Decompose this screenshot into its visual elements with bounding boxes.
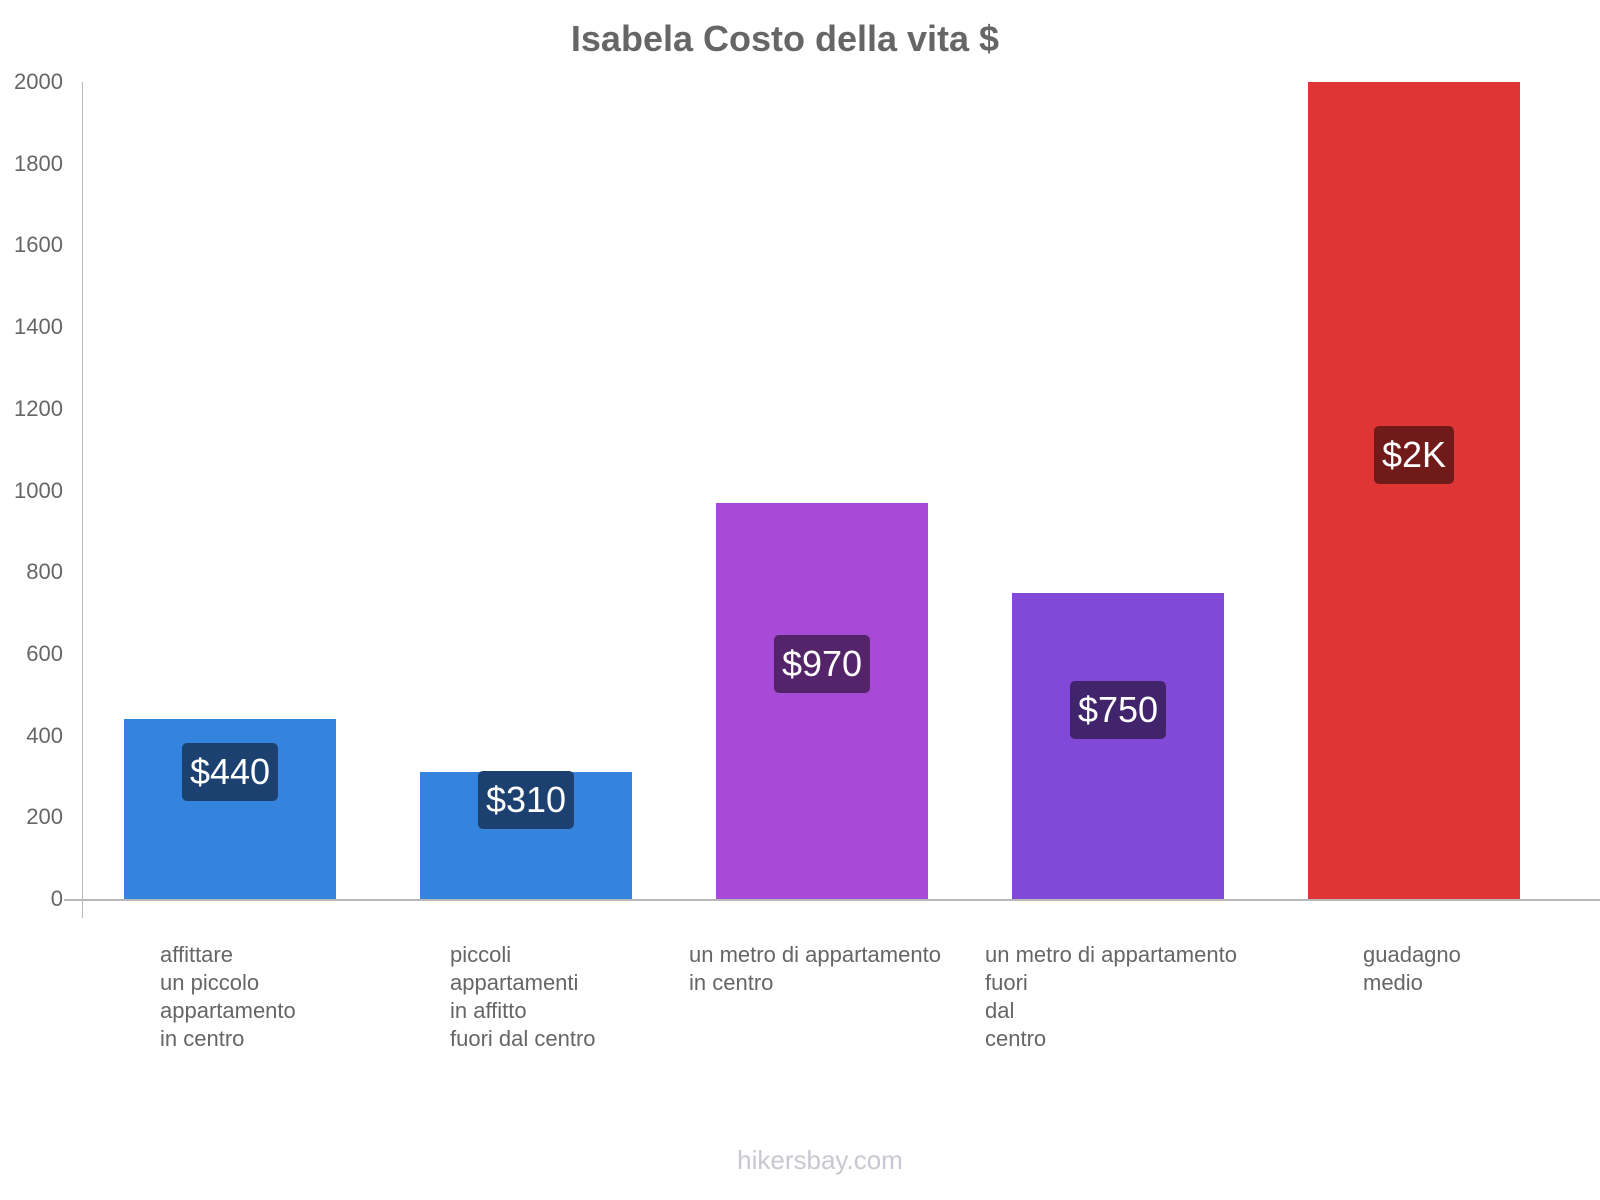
y-tick-label: 1200 — [14, 395, 63, 421]
y-tick-label: 0 — [50, 886, 63, 911]
x-axis — [64, 899, 1600, 901]
y-axis — [82, 82, 83, 918]
bar-value-label: $750 — [1069, 681, 1167, 739]
y-tick-label: 200 — [26, 804, 63, 830]
x-axis-category-label: un metro di appartamento in centro — [689, 941, 941, 997]
category-label-line: dal — [985, 998, 1015, 1023]
category-label-line: in centro — [160, 1026, 245, 1051]
bar-value-label: $440 — [181, 742, 279, 801]
category-label-line: fuori dal centro — [450, 1026, 596, 1051]
bar-value-label: $2K — [1373, 426, 1455, 484]
category-label-line: un metro di appartamento — [689, 942, 941, 967]
bar[interactable]: $440 — [124, 719, 336, 899]
x-axis-category-label: guadagno medio — [1363, 941, 1461, 997]
category-label-line: in centro — [689, 970, 774, 995]
category-label-line: centro — [985, 1026, 1047, 1051]
category-label-line: un piccolo — [160, 970, 260, 995]
x-axis-category-label: un metro di appartamento fuori dal centro — [985, 941, 1237, 1053]
bar[interactable]: $970 — [716, 502, 928, 899]
category-label-line: affittare — [160, 942, 233, 967]
x-axis-category-label: affittare un piccolo appartamento in centro — [160, 941, 296, 1053]
bar[interactable]: $750 — [1012, 592, 1224, 899]
category-label-line: medio — [1363, 970, 1423, 995]
chart-title: Isabela Costo della vita $ — [570, 18, 1000, 59]
category-label-line: guadagno — [1363, 942, 1461, 967]
y-tick-label: 1600 — [14, 232, 63, 258]
category-label-line: appartamenti — [450, 970, 579, 995]
y-tick-label: 800 — [26, 559, 63, 585]
bar[interactable]: $310 — [420, 771, 632, 899]
category-label-line: un metro di appartamento — [985, 942, 1237, 967]
y-tick-label: 600 — [26, 640, 63, 666]
category-label-line: fuori — [985, 970, 1028, 995]
bar-value-label: $970 — [773, 634, 871, 693]
y-tick-label: 400 — [26, 722, 63, 748]
y-tick-label: 1800 — [14, 150, 63, 176]
bar-value-label: $310 — [477, 771, 575, 829]
category-label-line: in affitto — [450, 998, 527, 1023]
category-label-line: piccoli — [450, 942, 512, 967]
x-axis-category-label: piccoli appartamenti in affitto fuori dal c… — [450, 941, 596, 1053]
y-tick-label: 1000 — [14, 477, 63, 503]
watermark: hikersbay.com — [737, 1145, 903, 1175]
category-label-line: appartamento — [160, 998, 296, 1023]
y-tick-label: 1400 — [14, 314, 63, 340]
bar[interactable]: $2K — [1308, 82, 1520, 899]
y-tick-label: 2000 — [14, 69, 63, 94]
